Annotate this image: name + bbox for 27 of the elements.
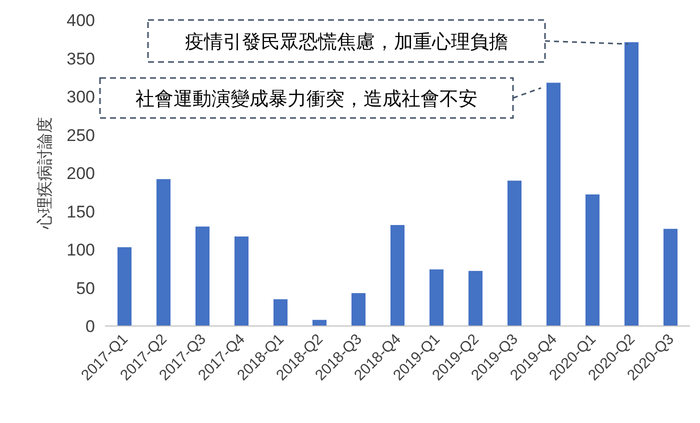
y-tick-label: 0 [86, 317, 95, 336]
bar [468, 270, 483, 326]
y-tick-label: 250 [66, 126, 95, 145]
bar [234, 236, 249, 326]
bar [117, 247, 132, 326]
bar [195, 226, 210, 326]
y-tick-label: 50 [76, 278, 95, 298]
bar [273, 299, 288, 326]
y-tick-label: 150 [66, 202, 95, 222]
annotation: 疫情引發民眾恐慌焦慮，加重心理負擔 [185, 31, 508, 53]
y-tick-label: 350 [66, 49, 95, 68]
bar [624, 42, 639, 326]
bar [663, 228, 678, 326]
bar [585, 194, 600, 326]
annotation: 社會運動演變成暴力衝突，造成社會不安 [136, 88, 478, 110]
y-tick-label: 200 [66, 164, 95, 183]
y-tick-label: 100 [66, 240, 95, 260]
bar [156, 179, 171, 326]
y-tick-label: 400 [66, 11, 95, 30]
bar [351, 293, 366, 326]
bar [507, 180, 522, 326]
bar [390, 225, 405, 326]
bar [546, 82, 561, 326]
bar [429, 269, 444, 326]
y-tick-label: 300 [66, 88, 95, 106]
y-axis-title: 心理疾病討論度 [36, 117, 54, 230]
bar [312, 320, 327, 326]
